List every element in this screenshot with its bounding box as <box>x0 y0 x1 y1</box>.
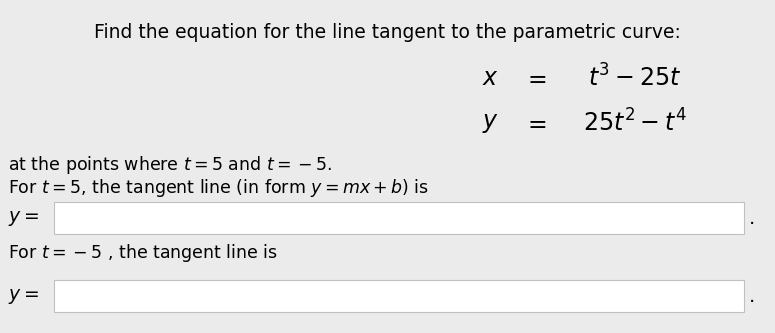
Text: $=$: $=$ <box>523 66 547 90</box>
Text: .: . <box>749 286 755 305</box>
Text: For $t = -5$ , the tangent line is: For $t = -5$ , the tangent line is <box>8 242 278 264</box>
Text: Find the equation for the line tangent to the parametric curve:: Find the equation for the line tangent t… <box>94 23 680 42</box>
Text: $x$: $x$ <box>481 66 498 90</box>
Text: $25t^2 - t^4$: $25t^2 - t^4$ <box>583 110 687 137</box>
Text: .: . <box>749 208 755 227</box>
FancyBboxPatch shape <box>54 202 744 234</box>
Text: $=$: $=$ <box>523 111 547 135</box>
Text: $y =$: $y =$ <box>8 208 39 227</box>
FancyBboxPatch shape <box>54 280 744 312</box>
Text: $y =$: $y =$ <box>8 286 39 305</box>
Text: $y$: $y$ <box>481 111 498 135</box>
Text: $t^3 - 25t$: $t^3 - 25t$ <box>588 64 682 92</box>
Text: at the points where $t = 5$ and $t = -5$.: at the points where $t = 5$ and $t = -5$… <box>8 154 332 176</box>
Text: For $t = 5$, the tangent line (in form $y = mx + b$) is: For $t = 5$, the tangent line (in form $… <box>8 177 429 199</box>
